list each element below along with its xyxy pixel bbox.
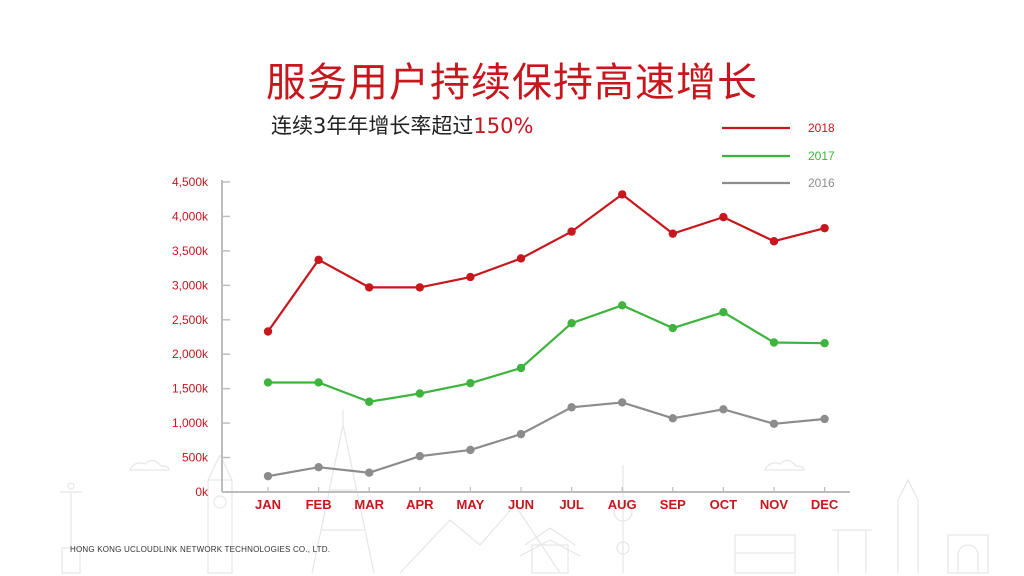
data-point bbox=[516, 254, 526, 263]
data-point bbox=[769, 419, 779, 428]
cloud-icon bbox=[764, 459, 805, 471]
x-tick-label: JUN bbox=[508, 497, 534, 512]
data-point bbox=[314, 255, 323, 265]
data-series bbox=[263, 190, 829, 481]
data-point bbox=[263, 327, 273, 336]
pearl-tower-icon bbox=[613, 465, 633, 573]
data-point bbox=[567, 227, 576, 236]
page-title: 服务用户持续保持高速增长 bbox=[266, 60, 758, 106]
x-tick-label: APR bbox=[406, 497, 434, 512]
data-point bbox=[618, 398, 627, 407]
x-tick-label: FEB bbox=[306, 497, 332, 512]
y-tick-label: 2,000k bbox=[172, 347, 209, 361]
legend-item-2017: 2017 bbox=[722, 149, 835, 163]
data-point bbox=[415, 389, 424, 398]
y-tick-label: 2,500k bbox=[172, 313, 209, 327]
data-point bbox=[263, 378, 273, 387]
y-tick-label: 0k bbox=[195, 485, 209, 499]
data-point bbox=[668, 414, 677, 423]
legend: 2018 2017 2016 bbox=[722, 121, 835, 190]
data-point bbox=[668, 323, 677, 333]
data-point bbox=[314, 463, 323, 472]
series-2018 bbox=[263, 190, 829, 336]
cloud-icon bbox=[129, 459, 170, 471]
data-point bbox=[365, 283, 374, 292]
page-subtitle: 连续3年年增长率超过150% bbox=[271, 110, 533, 140]
tick-labels: 0k 500k 1,000k 1,500k 2,000k 2,500k 3,000k 3,50… bbox=[172, 175, 839, 512]
x-tick-label: NOV bbox=[760, 497, 789, 512]
series-2017 bbox=[263, 301, 829, 406]
y-tick-label: 3,000k bbox=[172, 278, 209, 292]
data-point bbox=[567, 403, 576, 412]
skyscraper-icon bbox=[897, 478, 919, 573]
series-line-2017 bbox=[268, 304, 825, 403]
x-tick-label: MAY bbox=[457, 497, 485, 512]
data-point bbox=[668, 229, 677, 238]
x-tick-label: MAR bbox=[354, 497, 384, 512]
data-point bbox=[365, 468, 374, 477]
y-tick-label: 1,500k bbox=[172, 382, 209, 396]
arch-icon bbox=[947, 534, 989, 574]
y-tick-label: 4,500k bbox=[172, 175, 209, 189]
eiffel-tower-icon bbox=[311, 410, 375, 574]
data-point bbox=[618, 190, 627, 199]
temple-icon bbox=[519, 527, 581, 574]
x-tick-label: JUL bbox=[559, 497, 584, 512]
clock-tower-icon bbox=[207, 454, 233, 574]
company-footer: HONG KONG UCLOUDLINK NETWORK TECHNOLOGIE… bbox=[70, 545, 331, 554]
data-point bbox=[415, 451, 424, 461]
x-tick-label: OCT bbox=[710, 497, 738, 512]
colosseum-icon bbox=[734, 534, 796, 574]
subtitle-text: 连续3年年增长率超过 bbox=[271, 114, 474, 138]
torii-gate-icon bbox=[832, 529, 872, 573]
data-point bbox=[820, 223, 829, 233]
data-point bbox=[567, 319, 576, 328]
y-tick-label: 4,000k bbox=[172, 209, 209, 223]
data-point bbox=[263, 471, 273, 481]
data-point bbox=[719, 212, 728, 222]
x-tick-label: JAN bbox=[255, 497, 281, 512]
legend-item-2016: 2016 bbox=[722, 176, 835, 190]
data-point bbox=[415, 283, 424, 292]
data-point bbox=[516, 429, 526, 439]
y-tick-label: 1,000k bbox=[172, 416, 209, 430]
data-point bbox=[466, 378, 475, 388]
data-point bbox=[314, 378, 323, 387]
y-tick-label: 3,500k bbox=[172, 244, 209, 258]
data-point bbox=[719, 308, 728, 317]
data-point bbox=[820, 414, 829, 424]
x-tick-label: DEC bbox=[811, 497, 839, 512]
data-point bbox=[769, 338, 779, 347]
data-point bbox=[466, 445, 475, 455]
x-tick-label: SEP bbox=[660, 497, 686, 512]
legend-label: 2016 bbox=[808, 176, 835, 190]
x-tick-label: AUG bbox=[608, 497, 637, 512]
mountain-icon bbox=[399, 504, 561, 574]
legend-label: 2017 bbox=[808, 149, 835, 163]
data-point bbox=[466, 272, 475, 282]
legend-label: 2018 bbox=[808, 121, 835, 135]
chart-axes bbox=[221, 180, 850, 493]
data-point bbox=[365, 397, 374, 406]
subtitle-highlight: 150% bbox=[473, 114, 534, 138]
series-2016 bbox=[263, 398, 829, 481]
data-point bbox=[618, 301, 627, 310]
data-point bbox=[769, 237, 779, 246]
legend-item-2018: 2018 bbox=[722, 121, 835, 135]
data-point bbox=[516, 363, 526, 373]
series-line-2018 bbox=[267, 193, 825, 333]
y-tick-label: 500k bbox=[182, 451, 209, 465]
series-line-2016 bbox=[267, 401, 825, 478]
landmarks-decoration bbox=[60, 410, 989, 574]
data-point bbox=[820, 339, 829, 348]
christ-statue-icon bbox=[60, 482, 82, 574]
data-point bbox=[719, 405, 728, 414]
